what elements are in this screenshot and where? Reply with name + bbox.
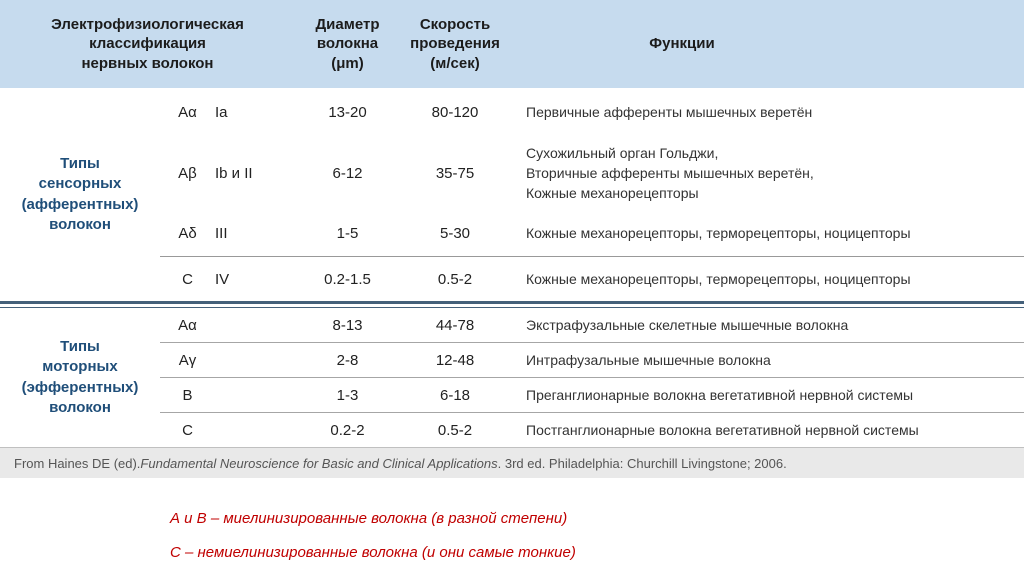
function-cell: Преганглионарные волокна вегетативной не… (526, 386, 914, 403)
velocity-cell: 80-120 (431, 103, 479, 121)
fiber-type-cell: C (182, 421, 193, 439)
col-header-diameter: Диаметр волокна (μm) (315, 15, 380, 72)
fiber-subtype-cell: Ib и II (215, 164, 253, 182)
table-row: C IV 0.2-1.5 0.5-2 Кожные механорецептор… (160, 256, 1024, 301)
diameter-cell: 0.2-1.5 (324, 270, 371, 288)
col-header-classification: Электрофизиологическая классификация нер… (51, 15, 244, 72)
section-label-motor: Типы моторных (эфферентных) волокон (21, 338, 139, 416)
velocity-cell: 5-30 (439, 224, 471, 242)
fiber-type-cell: B (182, 386, 193, 404)
col-header-velocity: Скорость проведения (м/сек) (410, 15, 500, 72)
section-label-sensory: Типы сенсорных (афферентных) волокон (21, 155, 139, 233)
diameter-cell: 1-5 (336, 224, 359, 242)
function-cell: Первичные афференты мышечных веретён (526, 103, 813, 120)
diameter-cell: 6-12 (332, 164, 363, 182)
fiber-type-cell: Aβ (178, 164, 197, 182)
fiber-subtype-cell: III (215, 224, 228, 242)
source-citation: From Haines DE (ed). Fundamental Neurosc… (0, 447, 1024, 478)
table-row: C 0.2-2 0.5-2 Постганглионарные волокна … (160, 412, 1024, 447)
velocity-cell: 44-78 (435, 316, 475, 334)
sensory-rows: Aα Ia 13-20 80-120 Первичные афференты м… (160, 88, 1024, 301)
citation-book-title: Fundamental Neuroscience for Basic and C… (140, 455, 498, 471)
fiber-type-cell: C (182, 270, 193, 288)
citation-prefix: From Haines DE (ed). (14, 455, 141, 471)
function-cell: Постганглионарные волокна вегетативной н… (526, 421, 919, 438)
annotation-notes: А и В – миелинизированные волокна (в раз… (170, 510, 1024, 561)
note-unmyelinated: С – немиелинизированные волокна (и они с… (170, 544, 576, 561)
diameter-cell: 8-13 (332, 316, 363, 334)
table-row: Aγ 2-8 12-48 Интрафузальные мышечные вол… (160, 342, 1024, 377)
diameter-cell: 13-20 (328, 103, 367, 121)
velocity-cell: 0.5-2 (437, 421, 473, 439)
fiber-type-cell: Aα (178, 103, 197, 121)
velocity-cell: 35-75 (435, 164, 475, 182)
table-row: Aδ III 1-5 5-30 Кожные механорецепторы, … (160, 210, 1024, 256)
function-cell: Кожные механорецепторы, терморецепторы, … (526, 270, 911, 287)
diameter-cell: 2-8 (336, 351, 359, 369)
fiber-type-cell: Aδ (178, 224, 197, 242)
table-row: Aα 8-13 44-78 Экстрафузальные скелетные … (160, 308, 1024, 342)
fiber-type-cell: Aγ (178, 351, 197, 369)
table-row: Aα Ia 13-20 80-120 Первичные афференты м… (160, 88, 1024, 136)
function-cell: Экстрафузальные скелетные мышечные волок… (526, 316, 849, 333)
col-header-functions: Функции (649, 35, 715, 53)
velocity-cell: 0.5-2 (437, 270, 473, 288)
note-myelinated: А и В – миелинизированные волокна (в раз… (170, 510, 568, 527)
function-cell: Кожные механорецепторы, терморецепторы, … (526, 224, 911, 241)
fiber-type-cell: Aα (178, 316, 197, 334)
diameter-cell: 0.2-2 (330, 421, 365, 439)
function-cell: Сухожильный орган Гольджи, Вторичные афф… (526, 144, 814, 202)
fiber-subtype-cell: Ia (215, 103, 228, 121)
velocity-cell: 6-18 (439, 386, 471, 404)
table-header-row: Электрофизиологическая классификация нер… (0, 0, 1024, 88)
motor-rows: Aα 8-13 44-78 Экстрафузальные скелетные … (160, 308, 1024, 447)
citation-suffix: . 3rd ed. Philadelphia: Churchill Living… (497, 455, 787, 471)
velocity-cell: 12-48 (435, 351, 475, 369)
fiber-subtype-cell: IV (215, 270, 230, 288)
section-divider (0, 301, 1024, 308)
function-cell: Интрафузальные мышечные волокна (526, 351, 771, 368)
table-row: Aβ Ib и II 6-12 35-75 Сухожильный орган … (160, 136, 1024, 210)
section-motor-fibers: Типы моторных (эфферентных) волокон Aα 8… (0, 308, 1024, 447)
section-sensory-fibers: Типы сенсорных (афферентных) волокон Aα … (0, 88, 1024, 301)
diameter-cell: 1-3 (336, 386, 359, 404)
table-row: B 1-3 6-18 Преганглионарные волокна веге… (160, 377, 1024, 412)
